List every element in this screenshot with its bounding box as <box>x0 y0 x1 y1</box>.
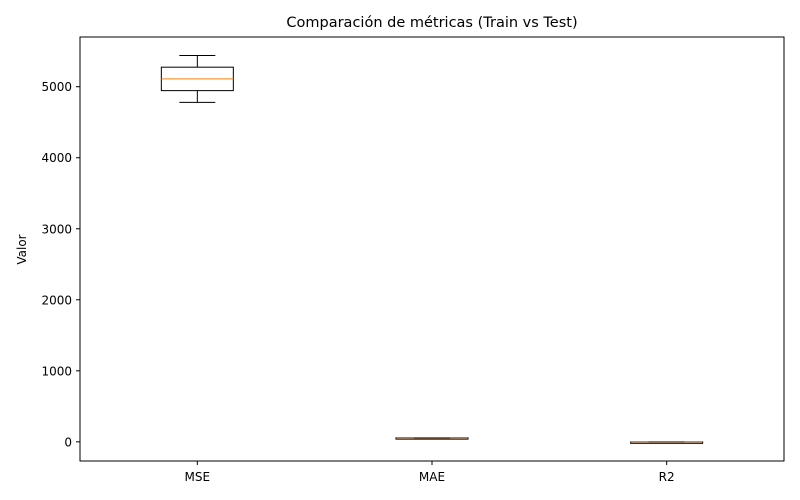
x-tick-label-mse: MSE <box>185 470 211 484</box>
x-tick-label-mae: MAE <box>419 470 445 484</box>
chart-title: Comparación de métricas (Train vs Test) <box>286 15 577 31</box>
plot-area: 0 1000 2000 3000 4000 5000 MSE MAE R2 <box>41 54 704 484</box>
y-tick-label: 5000 <box>41 80 72 94</box>
y-tick-label: 0 <box>64 435 72 449</box>
y-tick-label: 3000 <box>41 222 72 236</box>
x-tick-label-r2: R2 <box>659 470 675 484</box>
y-tick-label: 2000 <box>41 293 72 307</box>
y-axis-label: Valor <box>15 234 29 264</box>
plot-frame <box>79 36 785 462</box>
y-tick-label: 4000 <box>41 151 72 165</box>
y-tick-label: 1000 <box>41 364 72 378</box>
